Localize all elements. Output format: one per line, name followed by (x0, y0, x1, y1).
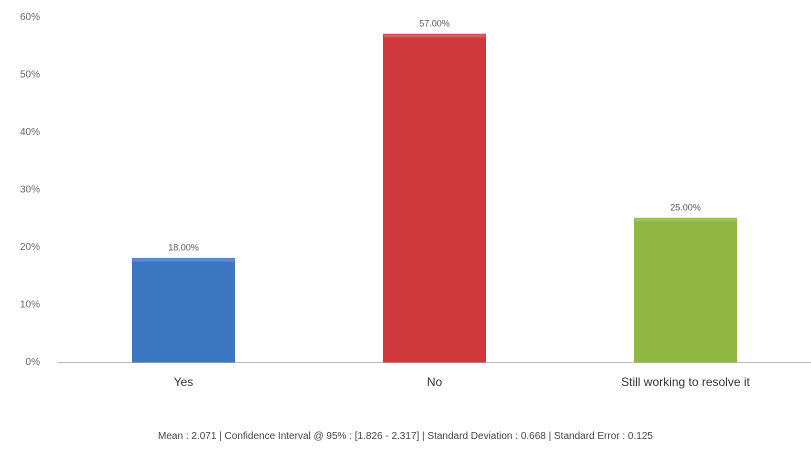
statistics-summary: Mean : 2.071 | Confidence Interval @ 95%… (158, 431, 653, 442)
data-label: 18.00% (168, 243, 199, 253)
bar (634, 217, 737, 363)
x-category-label: No (427, 375, 443, 389)
bar (132, 258, 235, 363)
y-tick-label: 60% (20, 12, 40, 23)
y-tick-label: 40% (20, 127, 40, 138)
bar (383, 33, 486, 363)
y-tick-label: 10% (20, 300, 40, 311)
data-label: 57.00% (419, 18, 450, 28)
bar-highlight (383, 34, 486, 38)
y-tick-label: 20% (20, 242, 40, 253)
y-tick-label: 50% (20, 70, 40, 81)
bar-highlight (634, 218, 737, 222)
x-category-label: Still working to resolve it (621, 375, 750, 389)
y-tick-label: 30% (20, 185, 40, 196)
data-label: 25.00% (670, 202, 701, 212)
bar-highlight (132, 258, 235, 262)
y-tick-label: 0% (26, 357, 41, 368)
x-category-label: Yes (174, 375, 194, 389)
